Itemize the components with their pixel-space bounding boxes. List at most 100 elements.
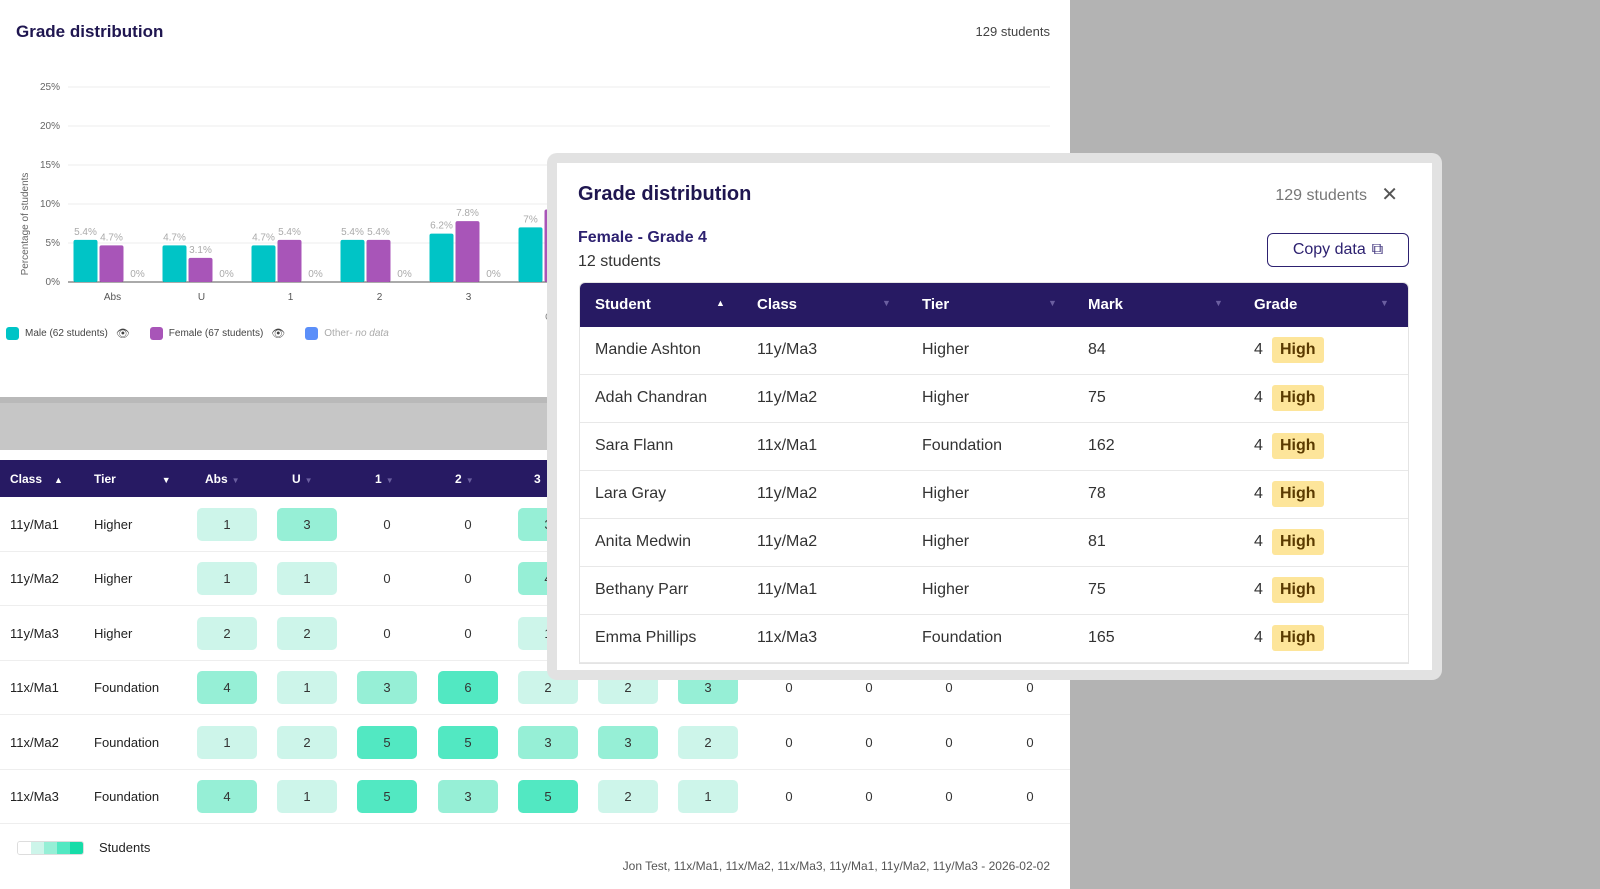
y-axis-label: Percentage of students [20,173,31,276]
y-tick-label: 5% [46,238,61,249]
col-u[interactable]: U ▼ [292,472,313,486]
count-cell[interactable]: 0 [865,680,873,696]
count-cell[interactable]: 5 [518,780,578,813]
bar-1[interactable] [99,245,124,282]
bar-0[interactable] [429,233,454,282]
count-cell[interactable]: 3 [598,725,658,759]
count-cell[interactable]: 4 [197,780,257,813]
count-cell[interactable]: 0 [865,789,873,804]
count-cell[interactable]: 0 [785,789,793,804]
bar-1[interactable] [277,239,302,282]
student-row[interactable]: Mandie Ashton 11y/Ma3 Higher 84 4 High [580,327,1408,375]
row-class: 11y/Ma2 [10,571,59,587]
count-cell[interactable]: 0 [785,680,793,696]
bar-0[interactable] [73,239,98,282]
y-tick-label: 0% [46,277,61,288]
count-cell[interactable]: 0 [945,734,953,750]
col-student[interactable]: Student [595,296,651,313]
count-cell[interactable]: 2 [678,725,738,759]
student-grade: 4 [1254,485,1263,502]
col-tier[interactable]: Tier ▼ [94,472,171,486]
col-class[interactable]: Class [757,296,798,313]
count-cell[interactable]: 2 [598,780,658,813]
sort-asc-icon[interactable]: ▲ [716,298,725,308]
count-cell[interactable]: 0 [383,625,391,641]
col-abs[interactable]: Abs ▼ [205,472,240,486]
count-cell[interactable]: 1 [277,671,337,705]
data-label: 0% [486,269,501,280]
student-tier: Higher [922,581,970,598]
bar-1[interactable] [366,239,391,282]
count-cell[interactable]: 0 [1026,680,1034,696]
count-cell[interactable]: 2 [277,616,337,650]
data-label: 0% [130,269,145,280]
bar-0[interactable] [251,245,276,282]
footer-filters: Jon Test, 11x/Ma1, 11x/Ma2, 11x/Ma3, 11y… [622,859,1050,873]
count-cell[interactable]: 0 [785,734,793,750]
legend-female[interactable]: Female (67 students) [168,328,264,339]
student-row[interactable]: Sara Flann 11x/Ma1 Foundation 162 4 High [580,423,1408,471]
col-mark[interactable]: Mark [1088,296,1124,313]
bar-0[interactable] [518,227,543,282]
count-cell[interactable]: 1 [197,725,257,759]
count-cell[interactable]: 0 [1026,789,1034,804]
bar-0[interactable] [340,239,365,282]
count-cell[interactable]: 1 [197,562,257,596]
col-3[interactable]: 3 [534,472,541,486]
count-cell[interactable]: 0 [1026,734,1034,750]
student-grade: 4 [1254,629,1263,646]
count-cell[interactable]: 0 [945,789,953,804]
count-cell[interactable]: 0 [865,734,873,750]
count-cell[interactable]: 5 [357,725,417,759]
count-cell[interactable]: 3 [357,671,417,705]
count-cell[interactable]: 5 [438,725,498,759]
count-cell[interactable]: 0 [383,517,391,532]
modal-subtitle: Female - Grade 4 [578,229,707,246]
col-class[interactable]: Class ▲ [10,472,63,486]
legend-swatch-female[interactable] [149,327,163,340]
count-cell[interactable]: 0 [383,571,391,587]
count-cell[interactable]: 2 [197,616,257,650]
count-cell[interactable]: 0 [464,625,472,641]
student-row[interactable]: Adah Chandran 11y/Ma2 Higher 75 4 High [580,375,1408,423]
col-1[interactable]: 1 ▼ [375,472,394,486]
close-icon[interactable]: ✕ [1381,184,1398,206]
bar-1[interactable] [188,257,213,282]
student-class: 11y/Ma2 [757,389,818,406]
count-cell[interactable]: 3 [277,508,337,541]
col-tier[interactable]: Tier [922,296,950,313]
student-row[interactable]: Bethany Parr 11y/Ma1 Higher 75 4 High [580,567,1408,615]
eye-icon[interactable]: 👁 [271,328,286,340]
student-class: 11y/Ma1 [757,581,818,598]
sort-icon[interactable]: ▼ [1048,298,1057,308]
count-cell[interactable]: 0 [464,517,472,532]
legend-male[interactable]: Male (62 students) [25,328,108,339]
col-2[interactable]: 2 ▼ [455,472,474,486]
student-row[interactable]: Anita Medwin 11y/Ma2 Higher 81 4 High [580,519,1408,567]
count-cell[interactable]: 3 [438,780,498,813]
bar-1[interactable] [455,221,480,282]
eye-icon[interactable]: 👁 [115,328,130,340]
count-cell[interactable]: 3 [518,725,578,759]
count-cell[interactable]: 0 [945,680,953,696]
student-row[interactable]: Emma Phillips 11x/Ma3 Foundation 165 4 H… [580,615,1408,663]
col-grade[interactable]: Grade [1254,296,1298,313]
count-cell[interactable]: 1 [277,780,337,813]
sort-icon[interactable]: ▼ [1380,298,1389,308]
student-tier: Foundation [922,629,1003,646]
count-cell[interactable]: 1 [277,562,337,596]
copy-data-button[interactable]: Copy data ⧉ [1267,233,1409,267]
student-row[interactable]: Lara Gray 11y/Ma2 Higher 78 4 High [580,471,1408,519]
student-tier: Foundation [922,437,1003,454]
count-cell[interactable]: 1 [678,780,738,813]
count-cell[interactable]: 1 [197,508,257,541]
sort-icon[interactable]: ▼ [1214,298,1223,308]
bar-0[interactable] [162,245,187,282]
count-cell[interactable]: 0 [464,571,472,587]
count-cell[interactable]: 2 [277,725,337,759]
sort-icon[interactable]: ▼ [882,298,891,308]
count-cell[interactable]: 5 [357,780,417,813]
legend-swatch-male[interactable] [6,327,19,340]
count-cell[interactable]: 4 [197,671,257,705]
count-cell[interactable]: 6 [438,671,498,705]
